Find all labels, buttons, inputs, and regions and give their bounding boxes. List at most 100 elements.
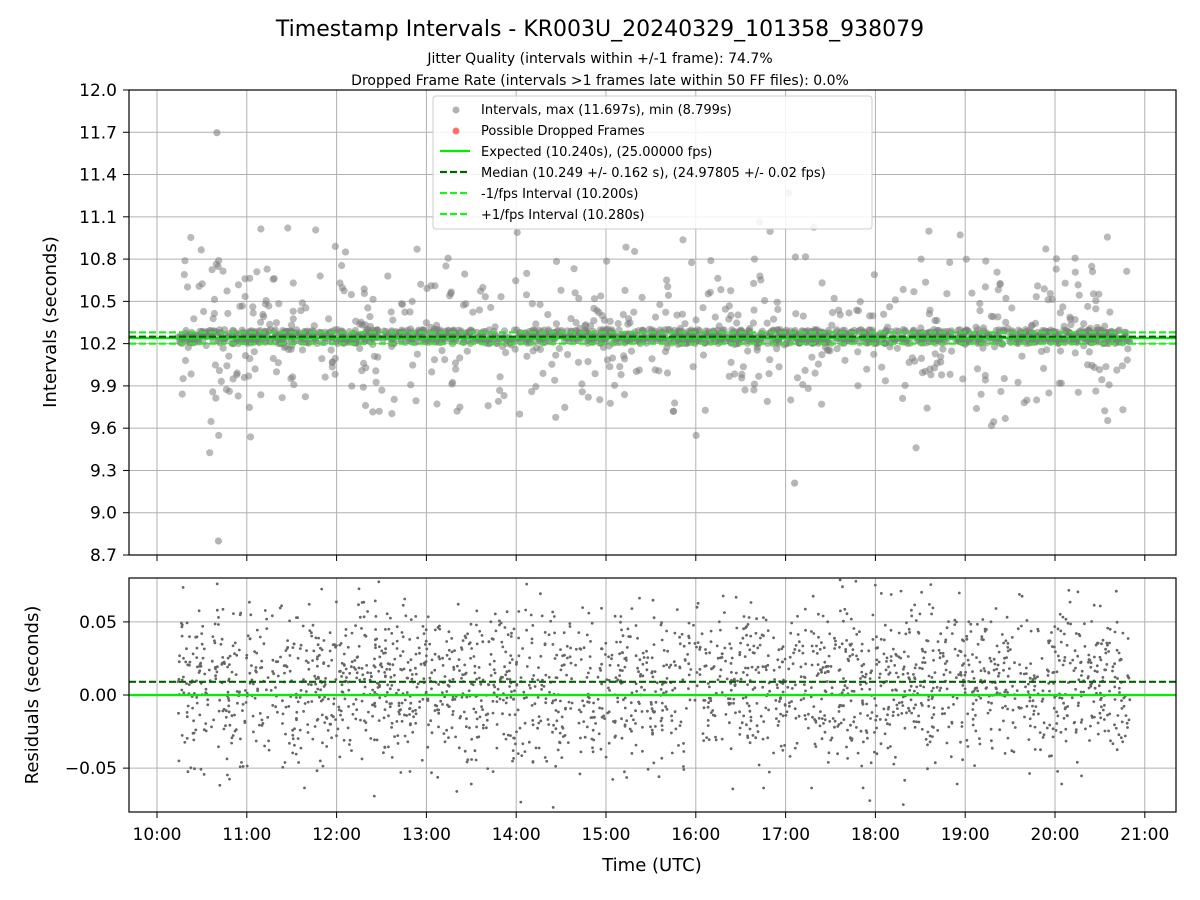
residual-point <box>252 682 255 686</box>
residual-point <box>540 614 544 618</box>
residual-point <box>536 726 539 730</box>
residual-point <box>804 689 807 693</box>
residual-point <box>607 710 611 714</box>
interval-point <box>749 319 758 327</box>
residual-point <box>258 723 261 727</box>
residual-point <box>212 718 216 722</box>
residual-point <box>829 738 833 742</box>
residual-point <box>910 608 913 612</box>
interval-point <box>1103 233 1111 241</box>
residual-point <box>927 698 930 702</box>
residual-point <box>464 636 468 640</box>
residual-point <box>221 607 225 611</box>
residual-point <box>1107 650 1110 653</box>
residual-point <box>965 634 969 638</box>
residual-point <box>828 632 832 636</box>
residual-point <box>650 707 654 711</box>
residual-point <box>1026 690 1030 693</box>
interval-point <box>409 361 417 369</box>
interval-point <box>946 258 954 266</box>
interval-point <box>561 403 569 411</box>
interval-point <box>925 310 934 318</box>
residual-point <box>1036 629 1040 633</box>
interval-point <box>581 322 589 330</box>
residual-point <box>255 651 259 655</box>
residual-point <box>1108 689 1111 693</box>
residual-point <box>475 609 479 613</box>
interval-point <box>249 309 257 317</box>
residual-point <box>963 673 967 677</box>
interval-point <box>750 386 758 394</box>
interval-point <box>539 369 547 377</box>
residual-point <box>307 667 311 671</box>
residual-point <box>611 778 615 781</box>
residual-point <box>1083 645 1087 648</box>
residual-point <box>213 641 217 645</box>
interval-point <box>608 354 617 362</box>
residual-point <box>1050 645 1054 648</box>
residual-point <box>646 767 650 771</box>
residual-point <box>357 603 360 607</box>
residual-point <box>673 631 677 635</box>
residual-point <box>630 729 633 733</box>
interval-point <box>575 294 583 302</box>
residual-point <box>653 710 656 714</box>
residual-point <box>539 719 543 723</box>
residual-point <box>1058 612 1062 616</box>
residual-point <box>281 765 285 769</box>
residual-point <box>284 705 288 709</box>
residual-point <box>729 647 733 650</box>
residual-point <box>502 698 505 702</box>
residual-point <box>1010 749 1014 753</box>
residual-point <box>292 642 296 646</box>
residual-point <box>928 740 932 744</box>
residual-point <box>555 719 559 723</box>
residual-point <box>869 717 872 720</box>
residual-point <box>910 711 913 715</box>
residual-point <box>183 740 187 744</box>
residual-point <box>1113 685 1117 689</box>
residual-point <box>1024 685 1027 689</box>
residual-point <box>360 601 364 604</box>
residual-point <box>445 640 449 643</box>
interval-point <box>1106 308 1114 316</box>
interval-point <box>444 254 452 262</box>
residual-point <box>524 608 528 612</box>
residual-point <box>621 634 625 638</box>
interval-point <box>184 343 192 352</box>
residual-point <box>519 676 523 679</box>
interval-point <box>210 295 219 303</box>
residual-point <box>566 656 569 660</box>
residual-point <box>1028 699 1032 703</box>
residual-point <box>799 665 803 669</box>
residual-point <box>531 723 535 727</box>
residual-point <box>436 708 439 712</box>
residual-point <box>913 677 917 681</box>
residual-point <box>906 672 910 675</box>
residual-point <box>640 710 644 713</box>
residual-point <box>421 697 425 701</box>
residual-point <box>1108 627 1112 631</box>
residual-point <box>228 723 232 727</box>
residual-point <box>1056 770 1059 773</box>
interval-point <box>826 347 834 355</box>
residual-point <box>551 730 554 734</box>
residual-point <box>477 666 481 669</box>
residual-point <box>826 620 830 624</box>
residual-point <box>342 663 346 666</box>
interval-point <box>253 268 261 276</box>
residual-point <box>774 707 778 711</box>
residual-point <box>967 620 971 624</box>
residual-point <box>502 732 506 736</box>
residual-point <box>873 750 876 754</box>
residual-point <box>493 671 497 675</box>
residual-point <box>971 702 975 706</box>
residual-point <box>293 743 296 747</box>
residual-point <box>306 661 310 664</box>
interval-point <box>1059 303 1067 311</box>
residual-point <box>217 616 220 619</box>
legend: Intervals, max (11.697s), min (8.799s) P… <box>432 95 873 230</box>
interval-point <box>359 321 367 329</box>
residual-point <box>1104 647 1107 651</box>
residuals-reference-lines <box>129 680 1176 697</box>
